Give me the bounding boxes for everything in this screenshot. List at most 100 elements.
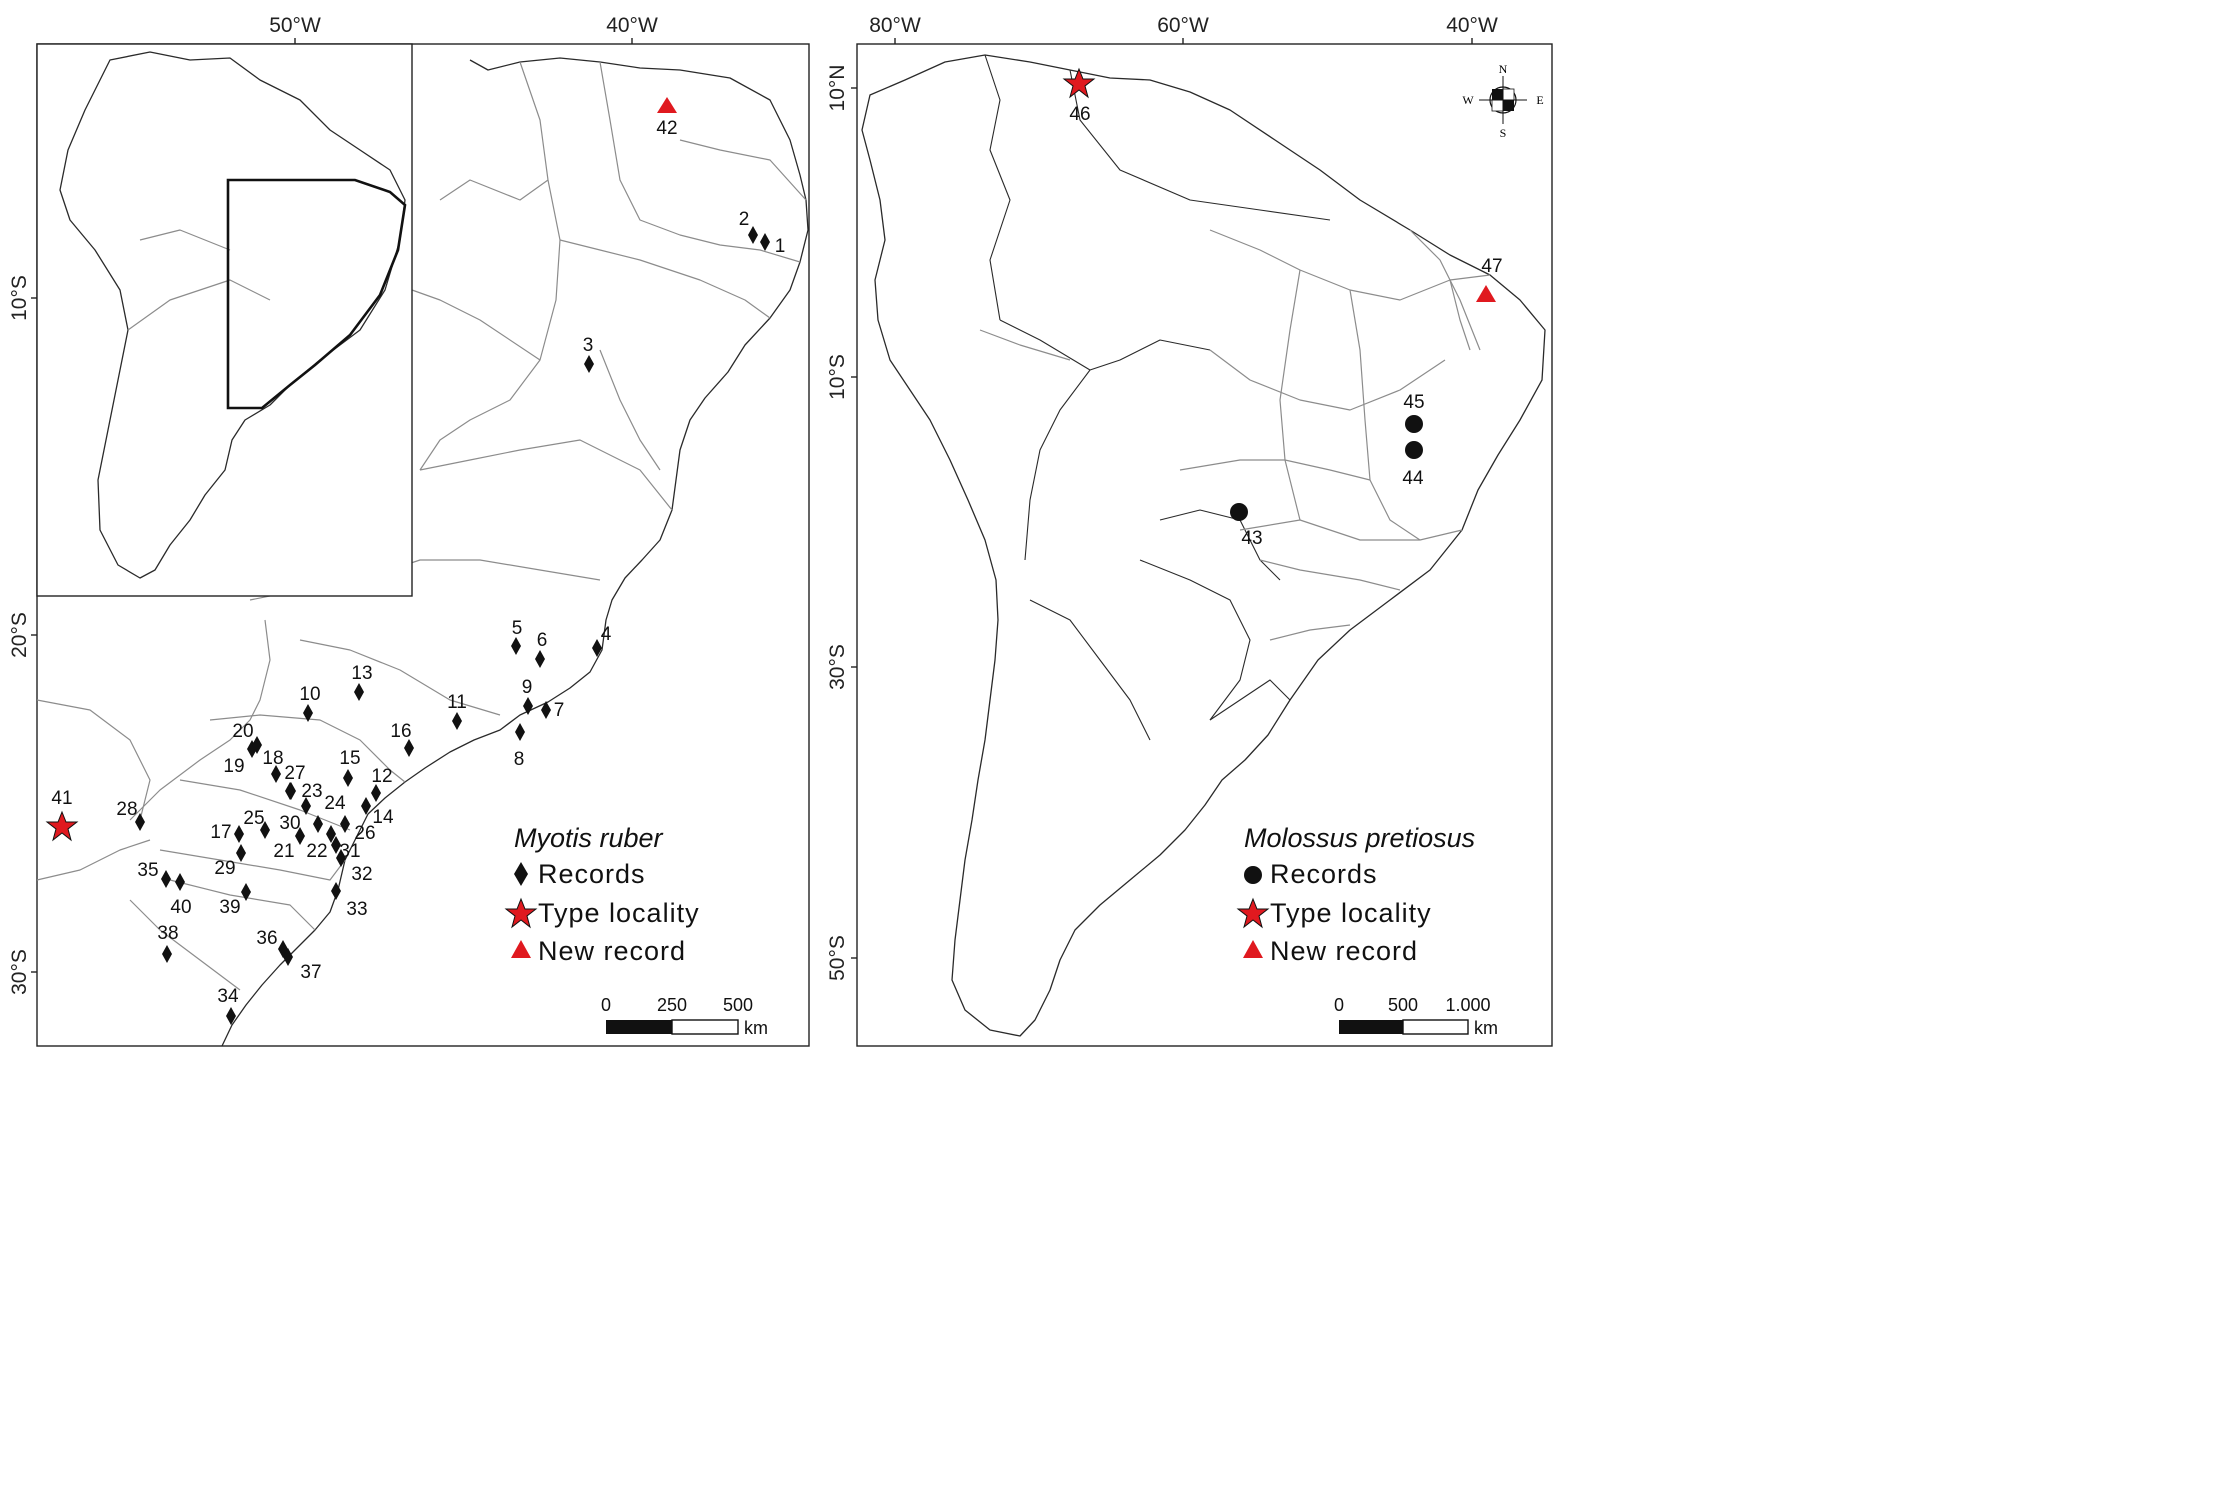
compass-rose-icon: N S W E bbox=[1462, 62, 1543, 140]
legend-diamond-icon bbox=[514, 862, 528, 886]
legend-circle-icon bbox=[1244, 866, 1262, 884]
inset-study-area-box bbox=[226, 178, 407, 410]
right-map-panel: 80°W 60°W 40°W 10°N 10°S 30°S 50°S bbox=[826, 14, 1553, 1047]
record-40-marker bbox=[175, 873, 185, 891]
record-3-label: 3 bbox=[583, 335, 594, 356]
record-2-label: 2 bbox=[739, 209, 750, 230]
record-7-label: 7 bbox=[554, 700, 565, 721]
left-legend-type-locality: Type locality bbox=[538, 898, 700, 928]
left-legend-records: Records bbox=[538, 859, 646, 889]
record-24-marker bbox=[301, 797, 311, 815]
record-1-label: 1 bbox=[775, 236, 786, 257]
record-20-marker bbox=[252, 736, 262, 754]
record-35-label: 35 bbox=[137, 860, 158, 881]
record-10-marker bbox=[303, 704, 313, 722]
legend-triangle-icon bbox=[1243, 940, 1263, 958]
record-2-marker bbox=[748, 226, 758, 244]
right-lat-tick-50s: 50°S bbox=[826, 935, 849, 981]
svg-text:km: km bbox=[744, 1018, 768, 1038]
right-country-boundaries bbox=[984, 54, 1331, 741]
record-28-label: 28 bbox=[116, 799, 137, 820]
record-15-label: 15 bbox=[339, 748, 360, 769]
svg-text:250: 250 bbox=[657, 995, 687, 1015]
record-30-marker bbox=[313, 815, 323, 833]
record-3-marker bbox=[584, 355, 594, 373]
record-21-marker bbox=[295, 827, 305, 845]
right-legend-records: Records bbox=[1270, 859, 1378, 889]
left-coastline bbox=[221, 57, 809, 1047]
record-26-marker bbox=[340, 815, 350, 833]
record-40-label: 40 bbox=[170, 897, 191, 918]
left-lat-tick-20s: 20°S bbox=[8, 612, 31, 658]
left-map-panel: 50°W 40°W 10°S 20°S 30°S bbox=[8, 14, 810, 1047]
record-39-label: 39 bbox=[219, 897, 240, 918]
record-29-marker bbox=[236, 844, 246, 862]
record-4-marker bbox=[592, 639, 602, 657]
right-map-frame bbox=[856, 43, 1553, 1047]
record-28-marker bbox=[135, 813, 145, 831]
record-10-label: 10 bbox=[299, 684, 320, 705]
record-37-marker bbox=[283, 948, 293, 966]
record-13-label: 13 bbox=[351, 663, 372, 684]
svg-text:0: 0 bbox=[601, 995, 611, 1015]
record-9-label: 9 bbox=[522, 677, 533, 698]
right-legend-title: Molossus pretiosus bbox=[1244, 823, 1475, 853]
legend-star-icon bbox=[504, 897, 538, 929]
record-16-marker bbox=[404, 739, 414, 757]
right-legend-new-record: New record bbox=[1270, 936, 1418, 966]
record-6-marker bbox=[535, 650, 545, 668]
record-11-marker bbox=[452, 712, 462, 730]
record-43-label: 43 bbox=[1241, 528, 1262, 549]
record-7-marker bbox=[541, 701, 551, 719]
record-38-label: 38 bbox=[157, 923, 178, 944]
right-lon-tick-40w: 40°W bbox=[1446, 14, 1498, 37]
record-16-label: 16 bbox=[390, 721, 411, 742]
right-record-markers: 43 44 45 bbox=[1230, 392, 1425, 549]
new-record-42: 42 bbox=[656, 97, 678, 139]
record-22-marker bbox=[326, 825, 336, 843]
record-13-marker bbox=[354, 683, 364, 701]
record-24-label: 24 bbox=[324, 793, 346, 814]
right-legend: Molossus pretiosus Records Type locality… bbox=[1236, 823, 1475, 966]
record-4-label: 4 bbox=[601, 624, 612, 645]
record-38-marker bbox=[162, 945, 172, 963]
record-34-marker bbox=[226, 1007, 236, 1025]
record-37-label: 37 bbox=[300, 962, 321, 983]
record-8-label: 8 bbox=[514, 749, 525, 770]
new-record-47: 47 bbox=[1476, 256, 1503, 302]
record-33-label: 33 bbox=[346, 899, 367, 920]
type-locality-46: 46 bbox=[1062, 67, 1096, 125]
record-5-marker bbox=[511, 637, 521, 655]
left-lon-tick-40w: 40°W bbox=[606, 14, 658, 37]
record-43-marker bbox=[1230, 503, 1248, 521]
svg-text:km: km bbox=[1474, 1018, 1498, 1038]
svg-text:0: 0 bbox=[1334, 995, 1344, 1015]
record-20-label: 20 bbox=[232, 721, 253, 742]
right-legend-type-locality: Type locality bbox=[1270, 898, 1432, 928]
record-45-marker bbox=[1405, 415, 1423, 433]
figure: 50°W 40°W 10°S 20°S 30°S bbox=[8, 14, 1553, 1047]
record-18-marker bbox=[271, 765, 281, 783]
record-22-label: 22 bbox=[306, 841, 327, 862]
left-lat-tick-10s: 10°S bbox=[8, 275, 31, 321]
record-8-marker bbox=[515, 723, 525, 741]
new-record-47-label: 47 bbox=[1481, 256, 1502, 277]
left-legend: Myotis ruber Records Type locality New r… bbox=[504, 823, 700, 966]
record-27-label: 27 bbox=[284, 763, 305, 784]
right-lat-tick-10s: 10°S bbox=[826, 354, 849, 400]
record-35-marker bbox=[161, 870, 171, 888]
inset-map bbox=[36, 43, 413, 597]
record-25-label: 25 bbox=[243, 808, 264, 829]
record-17-label: 17 bbox=[210, 822, 231, 843]
record-36-label: 36 bbox=[256, 928, 277, 949]
record-5-label: 5 bbox=[512, 618, 523, 639]
record-18-label: 18 bbox=[262, 748, 283, 769]
left-scale-bar: 0 250 500 km bbox=[601, 995, 768, 1038]
svg-text:S: S bbox=[1500, 126, 1507, 140]
record-21-label: 21 bbox=[273, 841, 294, 862]
record-44-label: 44 bbox=[1402, 468, 1424, 489]
record-29-label: 29 bbox=[214, 858, 235, 879]
record-30-label: 30 bbox=[279, 813, 300, 834]
new-record-label: 42 bbox=[656, 118, 677, 139]
